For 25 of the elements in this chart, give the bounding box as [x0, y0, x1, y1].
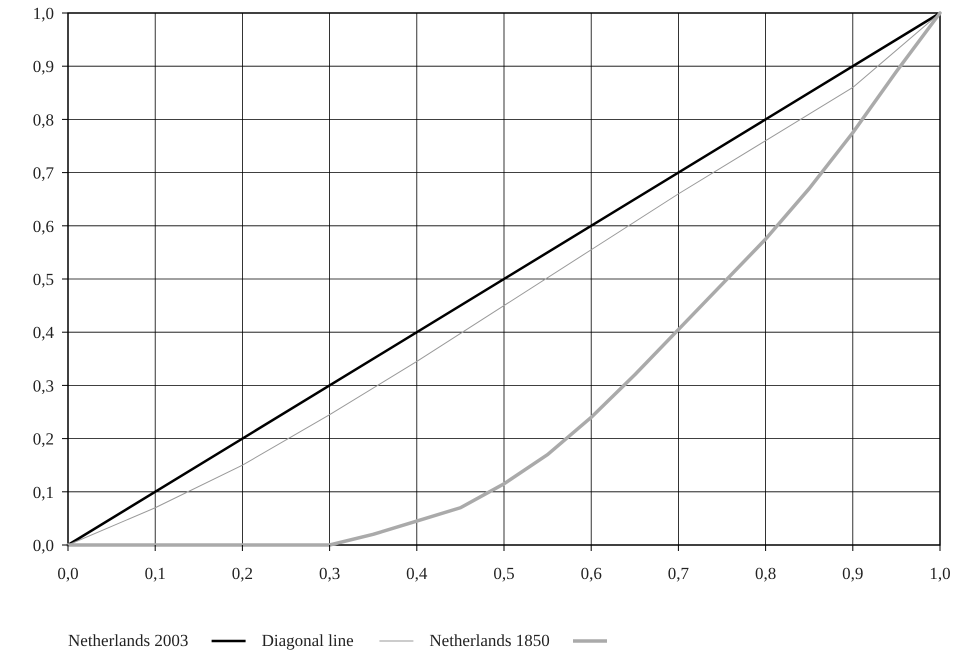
x-tick-label: 0,9	[842, 564, 864, 583]
x-tick-label: 0,2	[232, 564, 254, 583]
x-tick-label: 0,5	[493, 564, 515, 583]
x-tick-label: 0,4	[406, 564, 428, 583]
y-tick-label: 0,0	[32, 536, 54, 555]
y-tick-label: 0,3	[32, 376, 54, 396]
legend-label: Netherlands 1850	[429, 631, 550, 650]
x-tick-label: 0,7	[668, 564, 690, 583]
x-tick-label: 0,0	[57, 564, 79, 583]
x-tick-label: 0,8	[754, 564, 776, 583]
y-tick-label: 0,1	[32, 482, 54, 502]
y-tick-label: 1,0	[32, 4, 54, 23]
y-tick-label: 0,2	[32, 430, 54, 449]
x-tick-label: 0,3	[318, 564, 340, 583]
legend-label: Diagonal line	[262, 631, 354, 650]
y-tick-label: 0,5	[32, 270, 54, 289]
x-tick-label: 0,6	[580, 564, 602, 583]
legend-label: Netherlands 2003	[68, 631, 188, 650]
y-tick-label: 0,8	[32, 110, 54, 130]
y-tick-label: 0,9	[32, 57, 54, 76]
x-tick-label: 0,1	[144, 564, 166, 583]
y-tick-label: 0,4	[32, 323, 54, 342]
y-tick-label: 0,7	[32, 164, 54, 183]
x-tick-label: 1,0	[929, 564, 951, 583]
y-tick-label: 0,6	[32, 216, 54, 236]
